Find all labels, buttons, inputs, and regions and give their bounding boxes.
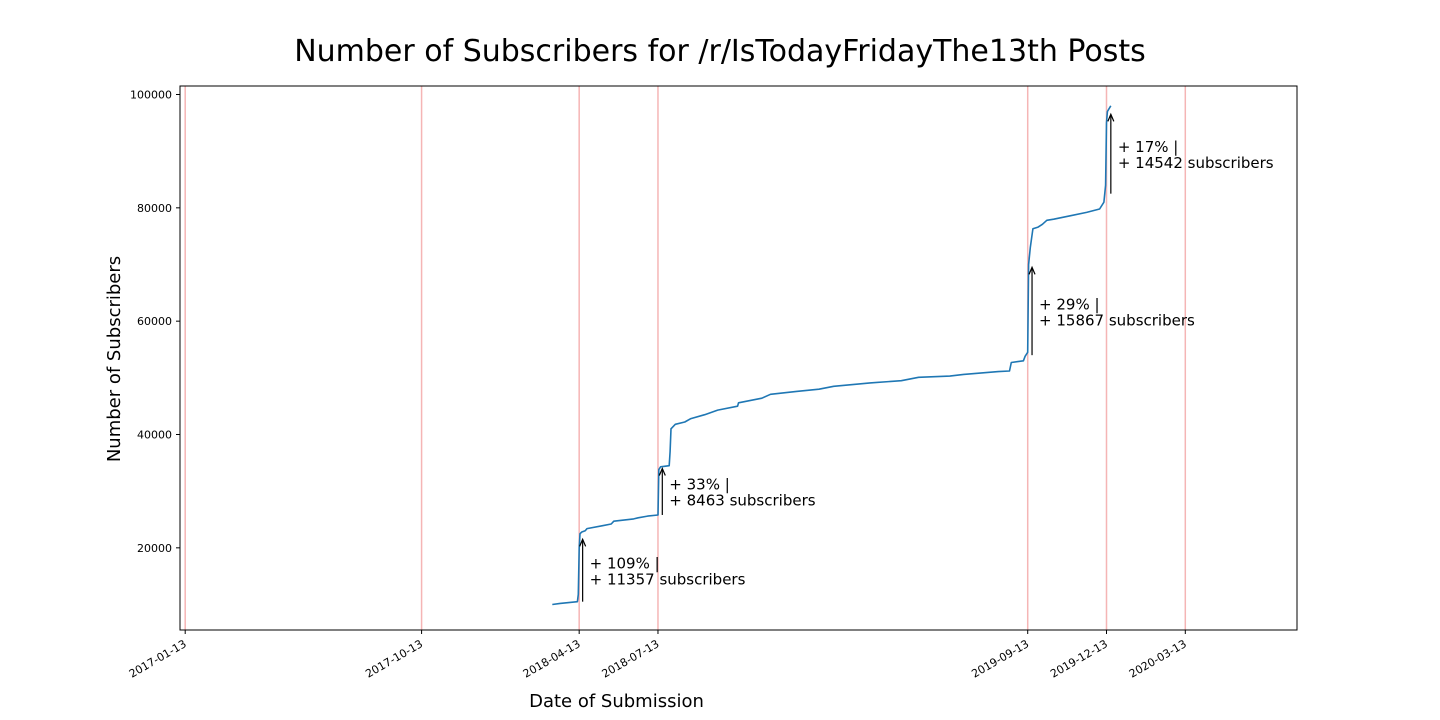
annotation-label: + 109% | xyxy=(590,555,660,573)
highlight-lines xyxy=(184,86,1187,630)
annotation-label: + 15867 subscribers xyxy=(1039,311,1195,329)
annotation-arrow-head xyxy=(1028,265,1036,275)
x-tick-label: 2017-01-13 xyxy=(127,637,189,680)
x-tick-label: 2020-03-13 xyxy=(1127,637,1189,680)
y-tick-label: 40000 xyxy=(137,429,172,442)
y-tick-label: 80000 xyxy=(137,202,172,215)
plot-frame xyxy=(179,85,1298,631)
x-tick-label: 2018-04-13 xyxy=(521,637,583,680)
y-axis-ticks: 20000 40000 60000 80000 100000 xyxy=(130,89,180,555)
annotation-arrow-head xyxy=(658,466,666,476)
x-tick-label: 2017-10-13 xyxy=(363,637,425,680)
y-tick-label: 20000 xyxy=(137,542,172,555)
annotation-arrow-head xyxy=(579,537,587,547)
annotation-label: + 8463 subscribers xyxy=(669,492,815,510)
chart-title: Number of Subscribers for /r/IsTodayFrid… xyxy=(294,34,1146,69)
annotation-label: + 14542 subscribers xyxy=(1118,154,1274,172)
y-tick-label: 100000 xyxy=(130,89,172,102)
x-axis-ticks: 2017-01-13 2017-10-13 2018-04-13 2018-07-13… xyxy=(127,630,1189,681)
x-tick-label: 2019-09-13 xyxy=(969,637,1031,680)
annotation-label: + 11357 subscribers xyxy=(590,571,746,589)
annotation-label: + 33% | xyxy=(669,476,730,494)
series-layer xyxy=(552,105,1112,606)
annotations-layer: + 109% |+ 11357 subscribers + 33% |+ 8463… xyxy=(579,112,1274,602)
series-line xyxy=(552,105,1112,606)
y-tick-label: 60000 xyxy=(137,315,172,328)
annotation-label: + 29% | xyxy=(1039,295,1100,313)
x-axis-label: Date of Submission xyxy=(529,691,704,712)
x-tick-label: 2018-07-13 xyxy=(600,637,662,680)
annotation-label: + 17% | xyxy=(1118,138,1179,156)
x-tick-label: 2019-12-13 xyxy=(1048,637,1110,680)
annotation-arrow-head xyxy=(1107,112,1115,122)
y-axis-label: Number of Subscribers xyxy=(104,256,125,462)
